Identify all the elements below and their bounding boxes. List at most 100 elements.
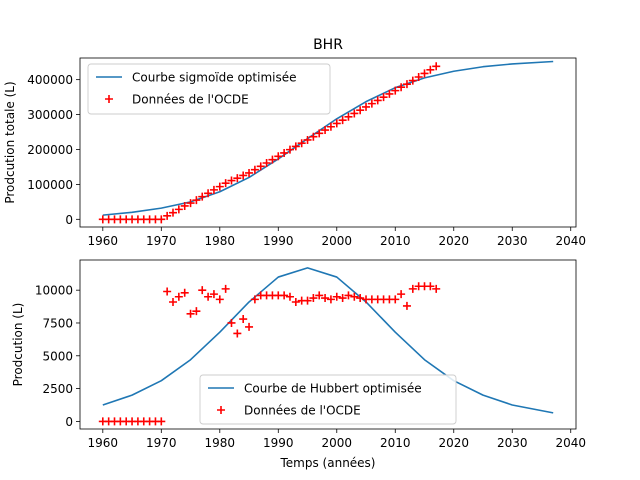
data-point-marker bbox=[174, 205, 183, 214]
data-point-marker bbox=[204, 292, 213, 301]
data-point-marker bbox=[362, 102, 371, 111]
x-tick-label: 2020 bbox=[438, 436, 469, 450]
data-point-marker bbox=[221, 284, 230, 293]
data-point-marker bbox=[256, 162, 265, 171]
data-point-marker bbox=[397, 290, 406, 299]
data-point-marker bbox=[192, 196, 201, 205]
x-tick-label: 2030 bbox=[497, 436, 528, 450]
data-point-marker bbox=[233, 329, 242, 338]
plot-data bbox=[98, 267, 554, 426]
chart-title: BHR bbox=[313, 37, 343, 53]
data-point-marker bbox=[157, 417, 166, 426]
y-tick-label: 300000 bbox=[27, 108, 73, 122]
data-point-marker bbox=[250, 295, 259, 304]
data-point-marker bbox=[198, 192, 207, 201]
data-point-marker bbox=[285, 145, 294, 154]
data-point-marker bbox=[268, 155, 277, 164]
data-point-marker bbox=[321, 294, 330, 303]
data-point-marker bbox=[391, 86, 400, 95]
data-point-marker bbox=[397, 83, 406, 92]
data-point-marker bbox=[356, 294, 365, 303]
data-point-marker bbox=[169, 297, 177, 306]
data-point-marker bbox=[326, 122, 335, 131]
data-point-marker bbox=[309, 294, 318, 303]
legend: Courbe sigmoïde optimisée Données de l'OC… bbox=[87, 63, 331, 115]
data-point-marker bbox=[227, 176, 236, 185]
data-point-marker bbox=[262, 158, 271, 167]
legend-entry-label: Courbe de Hubbert optimisée bbox=[244, 382, 422, 396]
data-point-marker bbox=[338, 294, 347, 303]
data-point-marker bbox=[192, 307, 201, 316]
x-tick-label: 1960 bbox=[88, 436, 119, 450]
data-point-marker bbox=[338, 116, 347, 125]
data-point-marker bbox=[332, 119, 341, 128]
data-point-marker bbox=[215, 295, 224, 304]
data-point-marker bbox=[391, 295, 400, 304]
data-point-marker bbox=[344, 291, 353, 300]
data-point-marker bbox=[215, 182, 224, 191]
y-axis-label: Prodcution (L) bbox=[11, 303, 25, 387]
y-tick-label: 2500 bbox=[42, 382, 73, 396]
data-point-marker bbox=[426, 282, 435, 291]
x-tick-label: 2020 bbox=[438, 234, 469, 248]
x-tick-label: 2010 bbox=[380, 436, 411, 450]
data-point-marker bbox=[332, 292, 341, 301]
y-tick-label: 400000 bbox=[27, 73, 73, 87]
data-point-marker bbox=[344, 112, 353, 121]
x-tick-label: 2000 bbox=[322, 234, 353, 248]
x-tick-label: 1970 bbox=[146, 234, 177, 248]
data-point-marker bbox=[379, 93, 388, 102]
data-point-marker bbox=[285, 292, 294, 301]
data-point-marker bbox=[274, 152, 283, 161]
x-tick-label: 1980 bbox=[205, 436, 236, 450]
legend-marker-swatch bbox=[105, 95, 113, 103]
x-tick-label: 1970 bbox=[146, 436, 177, 450]
annual-production-panel: 1960 1970 1980 1990 2000 2010 2020 2030 2040 0 250… bbox=[11, 259, 586, 470]
data-point-marker bbox=[250, 165, 259, 174]
data-point-marker bbox=[414, 72, 423, 81]
data-point-marker bbox=[315, 129, 324, 138]
data-point-marker bbox=[309, 132, 318, 141]
data-point-marker bbox=[163, 211, 172, 220]
data-point-marker bbox=[204, 189, 213, 198]
legend: Courbe de Hubbert optimisée Données de l'… bbox=[199, 374, 457, 425]
data-point-marker bbox=[239, 171, 248, 180]
data-point-marker bbox=[367, 99, 376, 108]
x-tick-label: 2030 bbox=[497, 234, 528, 248]
data-point-marker bbox=[174, 292, 183, 301]
y-tick-label: 200000 bbox=[27, 143, 73, 157]
data-point-marker bbox=[180, 201, 189, 210]
x-tick-label: 1980 bbox=[205, 234, 236, 248]
data-point-marker bbox=[408, 76, 417, 85]
x-tick-label: 1990 bbox=[263, 436, 294, 450]
data-point-marker bbox=[233, 174, 242, 183]
data-point-marker bbox=[303, 135, 312, 144]
plot-frame bbox=[79, 259, 577, 430]
data-point-marker bbox=[227, 318, 236, 327]
data-point-marker bbox=[408, 284, 417, 293]
x-axis-label: Temps (années) bbox=[280, 456, 376, 470]
data-point-marker bbox=[291, 297, 300, 306]
data-point-marker bbox=[280, 291, 289, 300]
data-point-marker bbox=[326, 295, 335, 304]
data-point-marker bbox=[426, 65, 435, 74]
data-point-marker bbox=[157, 215, 166, 224]
data-point-marker bbox=[186, 309, 195, 318]
data-point-marker bbox=[373, 96, 382, 105]
y-axis-label: Prodcution totale (L) bbox=[3, 81, 17, 203]
data-point-marker bbox=[402, 301, 411, 310]
x-tick-label: 1960 bbox=[88, 234, 119, 248]
data-point-marker bbox=[315, 291, 324, 300]
total-production-panel: 1960 1970 1980 1990 2000 2010 2020 2030 2040 0 100… bbox=[3, 57, 586, 248]
data-point-marker bbox=[385, 89, 394, 98]
data-point-marker bbox=[432, 62, 441, 71]
data-point-marker bbox=[291, 142, 300, 151]
data-point-marker bbox=[350, 292, 359, 301]
x-tick-label: 2040 bbox=[555, 234, 586, 248]
data-point-marker bbox=[350, 109, 359, 118]
data-point-marker bbox=[432, 284, 441, 293]
data-point-marker bbox=[245, 322, 254, 331]
fitted-curve-line bbox=[102, 267, 554, 414]
x-tick-label: 2040 bbox=[555, 436, 586, 450]
